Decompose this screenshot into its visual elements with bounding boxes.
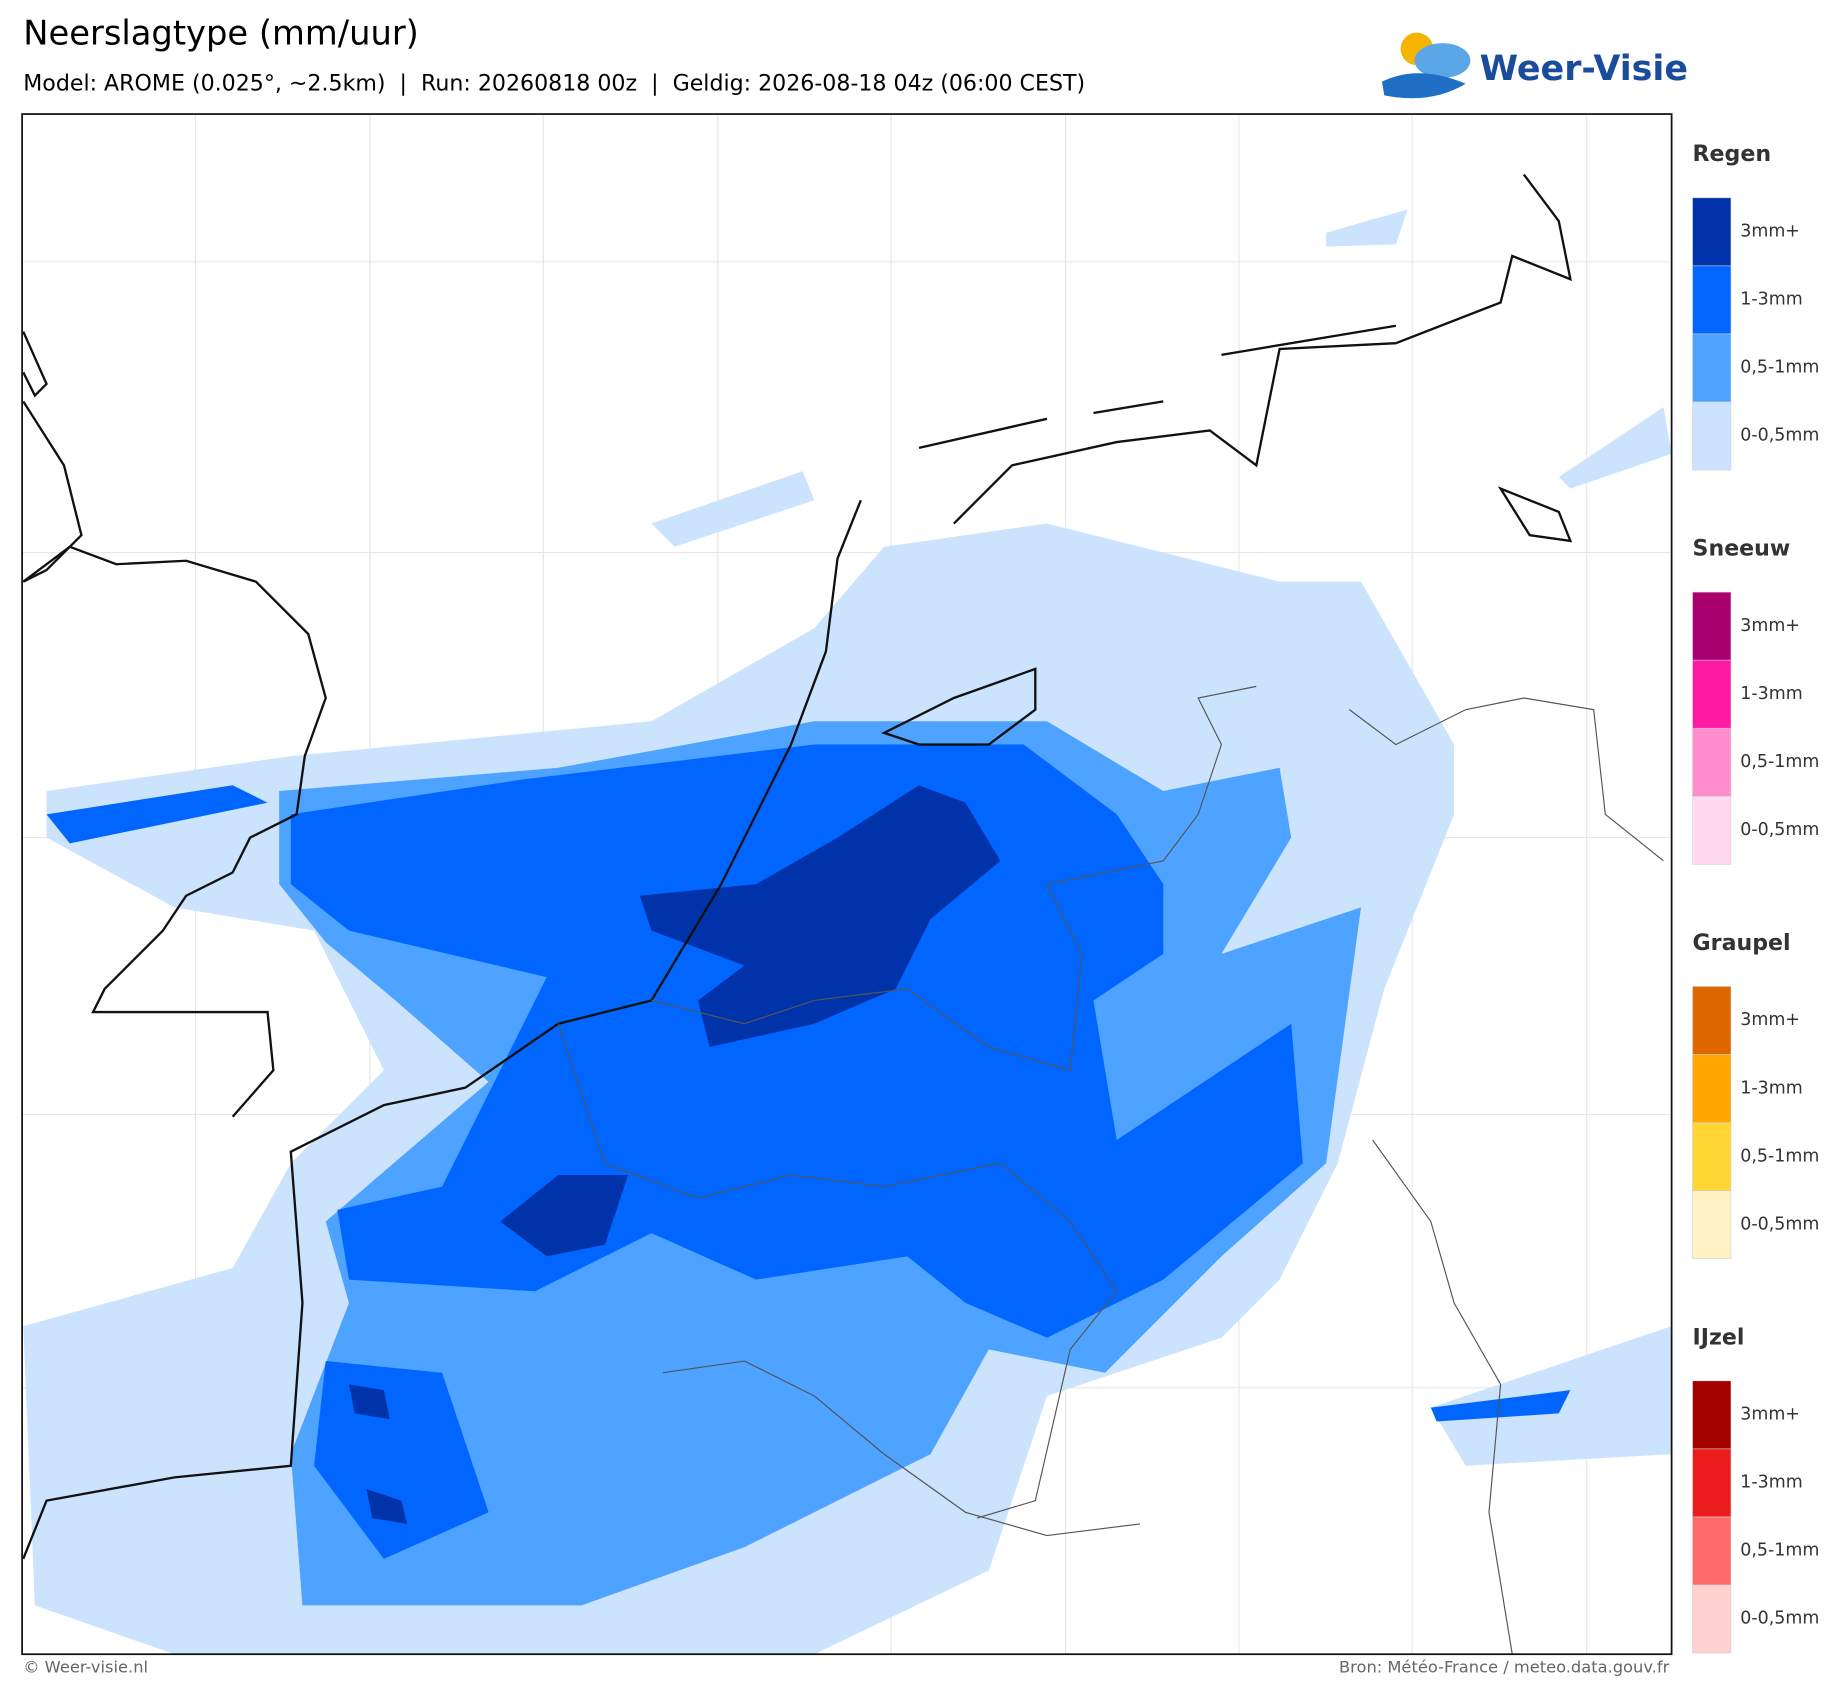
- coastlines: [22, 173, 1573, 1560]
- legend-label: 0,5-1mm: [1740, 1146, 1819, 1166]
- legend-swatch: [1692, 1516, 1732, 1586]
- logo-text: Weer-Visie: [1480, 49, 1688, 89]
- legend-section-title: IJzel: [1693, 1324, 1745, 1350]
- legend-label: 1-3mm: [1740, 1473, 1802, 1493]
- borders: [557, 685, 1664, 1655]
- legend-label: 0,5-1mm: [1740, 752, 1819, 772]
- precipitation: [23, 209, 1672, 1655]
- legend-label: 3mm+: [1740, 222, 1800, 242]
- legend-label: 0-0,5mm: [1740, 1609, 1819, 1629]
- legend: Regen 3mm+ 1-3mm 0,5-1mm 0-0,5mm Sneeuw 3mm+ 1-…: [1692, 141, 1819, 1654]
- legend-label: 1-3mm: [1740, 290, 1802, 310]
- logo: Weer-Visie: [1381, 32, 1688, 99]
- legend-label: 3mm+: [1740, 1010, 1800, 1030]
- legend-swatch: [1692, 1122, 1732, 1191]
- legend-swatch: [1692, 1054, 1732, 1123]
- legend-label: 0-0,5mm: [1740, 426, 1819, 446]
- legend-swatch: [1692, 265, 1732, 335]
- legend-swatch: [1692, 659, 1732, 729]
- legend-swatch: [1692, 333, 1732, 403]
- subtitle: Model: AROME (0.025°, ~2.5km) | Run: 202…: [23, 70, 1085, 96]
- title: Neerslagtype (mm/uur): [23, 13, 419, 52]
- legend-label: 0-0,5mm: [1740, 820, 1819, 840]
- legend-label: 3mm+: [1740, 1405, 1800, 1425]
- legend-swatch: [1692, 591, 1732, 661]
- legend-swatch: [1692, 1190, 1732, 1259]
- legend-swatch: [1692, 1448, 1732, 1518]
- legend-swatch: [1692, 1584, 1732, 1654]
- legend-swatch: [1692, 796, 1732, 865]
- footer-right: Bron: Météo-France / meteo.data.gouv.fr: [1339, 1658, 1670, 1677]
- legend-label: 1-3mm: [1740, 684, 1802, 704]
- legend-swatch: [1692, 986, 1732, 1055]
- legend-label: 0,5-1mm: [1740, 358, 1819, 378]
- legend-label: 1-3mm: [1740, 1078, 1802, 1098]
- legend-swatch: [1692, 1380, 1732, 1450]
- map: [21, 113, 1673, 1656]
- legend-section-title: Regen: [1693, 141, 1772, 167]
- legend-section-title: Graupel: [1693, 930, 1791, 956]
- map-frame: [21, 113, 1673, 1656]
- legend-label: 0,5-1mm: [1740, 1541, 1819, 1561]
- legend-label: 0-0,5mm: [1740, 1214, 1819, 1234]
- legend-label: 3mm+: [1740, 616, 1800, 636]
- footer-left: © Weer-visie.nl: [23, 1658, 148, 1677]
- legend-section-title: Sneeuw: [1693, 536, 1791, 562]
- legend-swatch: [1692, 401, 1732, 471]
- legend-swatch: [1692, 727, 1732, 797]
- legend-swatch: [1692, 197, 1732, 267]
